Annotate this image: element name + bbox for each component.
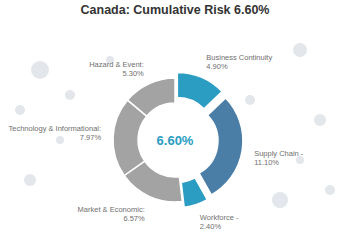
slice [199,98,243,195]
value-label: 4.90% [206,62,228,71]
category-label: Hazard & Event: [89,60,144,69]
decor-dot [314,114,326,126]
decor-dot [24,174,36,186]
chart-title: Canada: Cumulative Risk 6.60% [81,3,270,17]
chart: Canada: Cumulative Risk 6.60% Business Co… [0,0,350,245]
decor-dot [293,43,307,57]
slice [128,78,175,116]
slice [177,72,222,108]
value-label: 11.10% [254,158,279,167]
decor-dot [56,136,64,144]
decor-dot [15,105,25,115]
decor-dot [272,192,288,208]
value-label: 5.30% [123,69,145,78]
slice [181,178,207,207]
value-label: 6.57% [123,214,145,223]
category-label: Supply Chain - [254,149,304,158]
decor-dot [31,61,49,79]
decor-dot [65,90,75,100]
category-label: Technology & Informational: [9,124,102,133]
value-label: 7.97% [80,133,102,142]
decor-dot [245,95,255,105]
slices [113,72,243,207]
center-label: 6.60% [157,133,194,148]
value-label: 2.40% [200,222,222,231]
category-label: Business Continuity [206,53,272,62]
decor-dot [325,185,335,195]
category-label: Market & Economic: [78,205,145,214]
category-label: Workforce - [200,213,239,222]
